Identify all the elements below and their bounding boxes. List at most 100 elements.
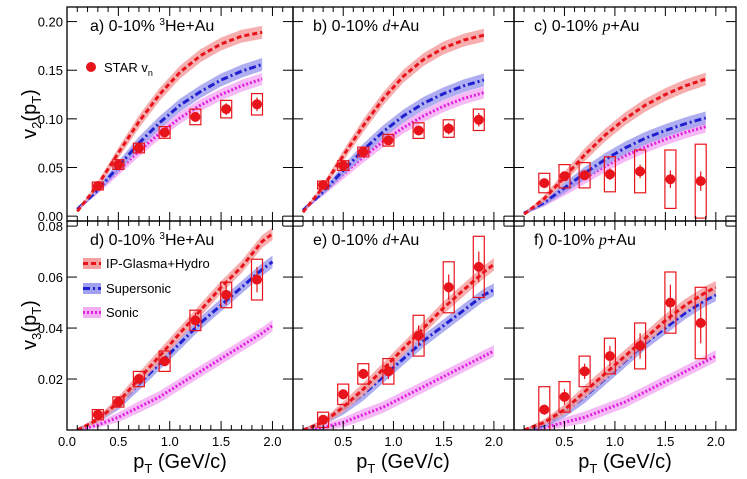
data-point bbox=[473, 114, 484, 125]
model-line-supersonic bbox=[301, 78, 485, 212]
panel-label-b: b) 0-10% d+Au bbox=[313, 18, 419, 35]
star-legend-marker bbox=[86, 62, 96, 72]
model-line-sonic bbox=[523, 354, 717, 430]
model-band-sonic bbox=[524, 120, 706, 215]
y-tick-label: 0.08 bbox=[38, 219, 63, 234]
data-point bbox=[221, 104, 232, 115]
data-point bbox=[539, 404, 550, 415]
x-tick-label: 0.5 bbox=[334, 434, 352, 449]
data-point bbox=[318, 180, 329, 190]
y-axis-title-v2: v2(pT) bbox=[19, 89, 44, 139]
data-point bbox=[539, 178, 550, 189]
y-tick-label: 0.04 bbox=[38, 321, 63, 336]
data-sys-box bbox=[633, 149, 647, 194]
model-line-sonic bbox=[302, 91, 485, 212]
model-line-sonic bbox=[76, 77, 263, 211]
panel-label-d: d) 0-10% 3He+Au bbox=[90, 231, 214, 249]
data-sys-box bbox=[442, 119, 455, 138]
data-point bbox=[92, 409, 103, 420]
data-point bbox=[358, 368, 369, 379]
data-sys-box bbox=[538, 172, 551, 194]
data-sys-box bbox=[538, 386, 551, 430]
panel-plot-area bbox=[301, 28, 485, 214]
data-sys-box bbox=[633, 322, 647, 370]
model-line-ipglasma bbox=[76, 232, 274, 430]
x-tick-label: 2.0 bbox=[263, 434, 281, 449]
data-point bbox=[383, 366, 394, 377]
data-sys-box bbox=[158, 125, 171, 139]
data-point bbox=[604, 169, 615, 180]
y-tick-label: 0.10 bbox=[38, 112, 63, 127]
data-point bbox=[358, 146, 369, 157]
data-point bbox=[252, 99, 262, 110]
data-sys-box bbox=[189, 108, 202, 126]
data-sys-box bbox=[337, 383, 350, 406]
x-tick-label: 0.0 bbox=[58, 434, 76, 449]
data-sys-box bbox=[220, 281, 233, 309]
x-axis-title-col2: pT (GeV/c) bbox=[356, 451, 450, 476]
model-band-supersonic bbox=[303, 283, 494, 430]
data-sys-box bbox=[472, 108, 485, 132]
model-line-supersonic bbox=[302, 288, 495, 430]
data-sys-box bbox=[578, 162, 591, 189]
panels: 0.000.050.100.150.200.020.040.060.080.0 0… bbox=[38, 6, 737, 449]
data-point bbox=[338, 160, 349, 171]
data-point bbox=[559, 171, 570, 182]
data-sys-box bbox=[472, 235, 485, 299]
data-point bbox=[159, 127, 170, 138]
data-point bbox=[252, 274, 262, 285]
data-point bbox=[579, 170, 590, 181]
x-axis-title-col3: pT (GeV/c) bbox=[578, 451, 672, 476]
model-band-sonic bbox=[77, 73, 263, 211]
data-sys-box bbox=[442, 261, 455, 314]
x-tick-label: 1.5 bbox=[435, 434, 453, 449]
y-tick-label: 0.20 bbox=[38, 15, 63, 30]
data-point bbox=[92, 181, 103, 191]
panel-plot-area bbox=[302, 235, 495, 430]
panel-3 bbox=[513, 6, 737, 222]
data-sys-box bbox=[578, 355, 591, 388]
x-axis-title-col1: pT (GeV/c) bbox=[133, 451, 227, 476]
data-point bbox=[113, 159, 124, 170]
model-line-ipglasma bbox=[301, 33, 485, 214]
model-line-supersonic bbox=[76, 62, 263, 211]
data-point bbox=[190, 111, 201, 122]
data-sys-box bbox=[220, 99, 233, 119]
data-sys-box bbox=[132, 370, 145, 388]
panel-label-c: c) 0-10% p+Au bbox=[534, 18, 639, 35]
panel-label-a: a) 0-10% 3He+Au bbox=[90, 17, 214, 35]
x-tick-label: 1.0 bbox=[384, 434, 402, 449]
x-tick-label: 2.0 bbox=[485, 434, 503, 449]
data-sys-box bbox=[357, 363, 370, 385]
panel-frame bbox=[66, 220, 294, 431]
model-band-ipglasma bbox=[524, 281, 716, 430]
data-point bbox=[635, 340, 646, 351]
data-point bbox=[604, 351, 615, 362]
panel-1: 0.00 0.05 0.10 0.15 0.20 bbox=[38, 6, 294, 224]
panel-plot-area bbox=[523, 72, 707, 219]
panel-6: 0.5 1.0 1.5 2.0 bbox=[513, 220, 737, 449]
data-point bbox=[413, 125, 424, 136]
data-point bbox=[473, 261, 484, 272]
data-point bbox=[579, 366, 590, 377]
data-point bbox=[443, 282, 454, 293]
data-point bbox=[559, 391, 570, 402]
panel-5: 0.5 1.0 1.5 2.0 bbox=[292, 220, 515, 449]
data-sys-box bbox=[558, 381, 571, 413]
x-tick-label: 1.0 bbox=[606, 434, 624, 449]
model-line-ipglasma bbox=[76, 30, 263, 213]
data-sys-box bbox=[189, 309, 202, 332]
model-band-ipglasma bbox=[303, 258, 494, 430]
data-point bbox=[338, 389, 349, 400]
panel-label-e: e) 0-10% d+Au bbox=[313, 232, 419, 249]
model-legend: IP-Glasma+Hydro Supersonic Sonic bbox=[83, 256, 210, 320]
y-tick-label: 0.15 bbox=[38, 63, 63, 78]
data-point bbox=[635, 166, 646, 177]
data-point bbox=[113, 397, 124, 407]
panel-plot-area bbox=[523, 271, 717, 430]
data-sys-box bbox=[694, 286, 707, 360]
data-sys-box bbox=[664, 149, 677, 210]
model-line-supersonic bbox=[523, 116, 707, 215]
legend-band-supersonic bbox=[83, 283, 101, 294]
